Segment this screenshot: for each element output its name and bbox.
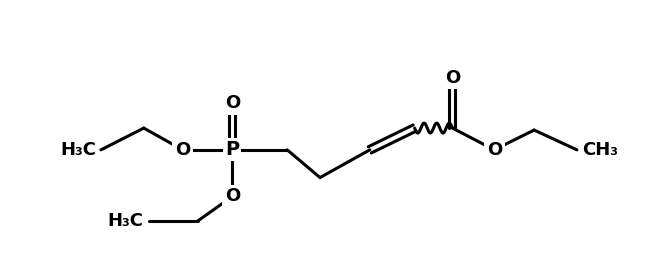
- Text: CH₃: CH₃: [582, 141, 618, 159]
- Text: O: O: [225, 187, 240, 205]
- Text: O: O: [445, 69, 460, 87]
- Text: H₃C: H₃C: [108, 212, 144, 230]
- Text: H₃C: H₃C: [60, 141, 96, 159]
- Text: O: O: [175, 141, 190, 159]
- Text: P: P: [225, 140, 240, 159]
- Text: O: O: [487, 141, 502, 159]
- Text: O: O: [225, 94, 240, 112]
